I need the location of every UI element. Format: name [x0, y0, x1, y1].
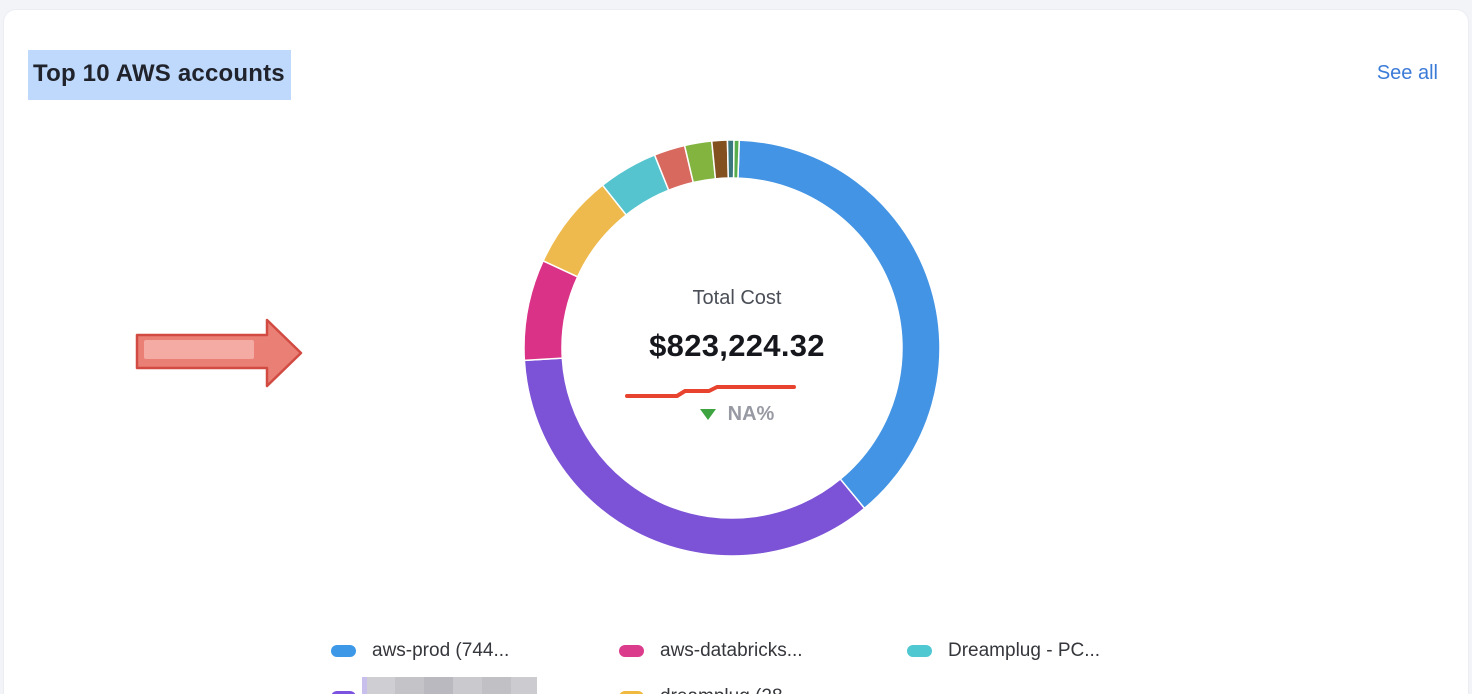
top-accounts-card: Top 10 AWS accounts See all Total Cost $… — [4, 10, 1468, 694]
legend-label: dreamplug (28... — [660, 686, 798, 694]
legend-swatch-icon — [331, 645, 356, 657]
legend-item-1[interactable] — [331, 685, 372, 694]
donut-chart[interactable] — [522, 138, 942, 558]
title-selection-highlight: Top 10 AWS accounts — [28, 50, 291, 100]
legend-swatch-icon — [619, 645, 644, 657]
chart-legend: aws-prod (744... aws-databricks... dreampl… — [4, 10, 1472, 694]
see-all-link[interactable]: See all — [1376, 62, 1438, 84]
legend-item-0[interactable]: aws-prod (744... — [331, 639, 509, 663]
donut-segment-9[interactable] — [732, 139, 741, 179]
legend-label: Dreamplug - PC... — [948, 640, 1101, 661]
legend-item-3[interactable]: dreamplug (28... — [619, 685, 798, 694]
legend-swatch-icon — [619, 691, 644, 694]
legend-swatch-icon — [331, 691, 356, 694]
legend-label: aws-prod (744... — [372, 640, 510, 661]
legend-label-redaction — [362, 677, 537, 694]
legend-label: aws-databricks... — [660, 640, 803, 661]
legend-item-2[interactable]: aws-databricks... — [619, 639, 803, 663]
page-title: Top 10 AWS accounts — [28, 50, 291, 100]
legend-swatch-icon — [907, 645, 932, 657]
legend-item-4[interactable]: Dreamplug - PC... — [907, 639, 1100, 663]
